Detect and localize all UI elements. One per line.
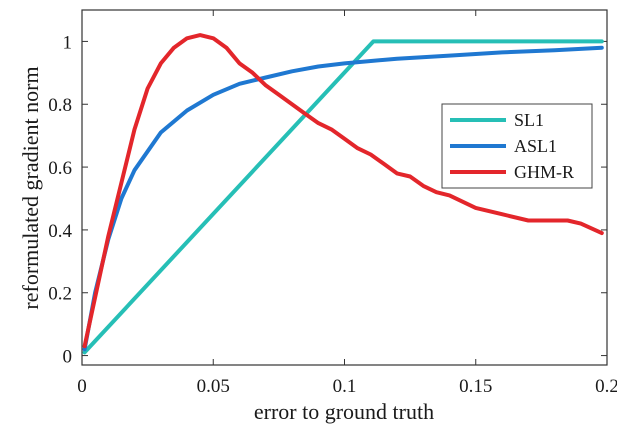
x-tick-label: 0.05 — [197, 376, 230, 397]
y-tick-label: 0.6 — [48, 158, 72, 179]
x-axis-label: error to ground truth — [254, 399, 434, 424]
x-tick-label: 0.1 — [333, 376, 357, 397]
series-line-ghm-r — [82, 33, 604, 349]
series-line-asl1 — [82, 45, 604, 352]
legend-label: GHM-R — [514, 162, 574, 182]
x-tick-label: 0.15 — [459, 376, 492, 397]
x-tick-label: 0.2 — [595, 376, 617, 397]
y-tick-label: 0.8 — [48, 95, 72, 116]
x-tick-label: 0 — [77, 376, 87, 397]
y-tick-label: 1 — [63, 32, 73, 53]
y-tick-label: 0.4 — [48, 221, 72, 242]
legend-label: ASL1 — [514, 136, 557, 156]
legend: SL1 ASL1 GHM-R — [441, 103, 593, 189]
y-tick-label: 0 — [63, 347, 73, 368]
x-axis: 0 0.05 0.1 0.15 0.2 — [77, 10, 617, 397]
y-axis: 0 0.2 0.4 0.6 0.8 1 — [48, 32, 607, 368]
legend-label: SL1 — [514, 110, 544, 130]
series-layer — [82, 33, 604, 355]
series-line-sl1 — [82, 39, 604, 355]
y-axis-label: reformulated gradient norm — [18, 66, 43, 309]
y-tick-label: 0.2 — [48, 284, 72, 305]
